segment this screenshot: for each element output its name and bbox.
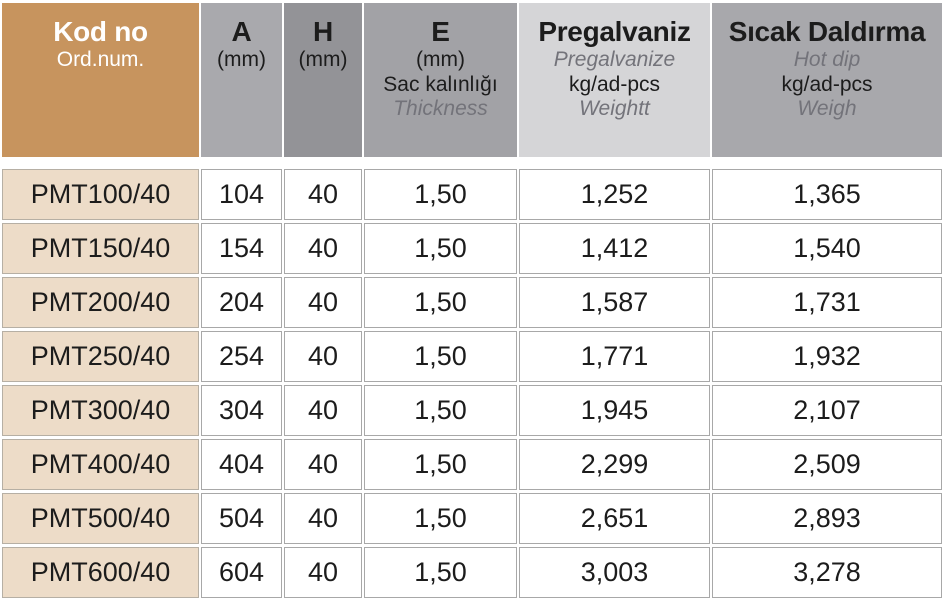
column-header-sicak-daldirma: Sıcak Daldırma Hot dip kg/ad-pcs Weigh xyxy=(712,3,942,157)
row-label: PMT150/40 xyxy=(2,223,199,274)
cell-h: 40 xyxy=(284,493,362,544)
row-label: PMT400/40 xyxy=(2,439,199,490)
column-title: Sıcak Daldırma xyxy=(728,16,926,47)
cell-a: 104 xyxy=(201,169,282,220)
cell-e: 1,50 xyxy=(364,331,517,382)
cell-h: 40 xyxy=(284,169,362,220)
column-title: Kod no xyxy=(53,16,148,47)
cell-e: 1,50 xyxy=(364,169,517,220)
column-subtitle: Hot dip xyxy=(793,48,861,72)
cell-pregalvaniz: 1,412 xyxy=(519,223,710,274)
column-header-h: H (mm) xyxy=(284,3,362,157)
cell-sicak-daldirma: 1,540 xyxy=(712,223,942,274)
cell-a: 504 xyxy=(201,493,282,544)
cell-a: 304 xyxy=(201,385,282,436)
column-subtitle: (mm) xyxy=(298,48,348,72)
row-label: PMT100/40 xyxy=(2,169,199,220)
row-label: PMT200/40 xyxy=(2,277,199,328)
cell-a: 404 xyxy=(201,439,282,490)
cell-e: 1,50 xyxy=(364,223,517,274)
cell-h: 40 xyxy=(284,331,362,382)
column-title: E xyxy=(431,16,450,47)
column-subtitle: Ord.num. xyxy=(56,48,145,72)
cell-e: 1,50 xyxy=(364,493,517,544)
cell-h: 40 xyxy=(284,223,362,274)
cell-h: 40 xyxy=(284,277,362,328)
column-title: Pregalvaniz xyxy=(538,16,691,47)
cell-sicak-daldirma: 1,932 xyxy=(712,331,942,382)
cell-e: 1,50 xyxy=(364,547,517,598)
cell-sicak-daldirma: 2,893 xyxy=(712,493,942,544)
row-label: PMT600/40 xyxy=(2,547,199,598)
column-header-a: A (mm) xyxy=(201,3,282,157)
column-subtitle: Sac kalınlığı xyxy=(383,72,498,96)
cell-a: 254 xyxy=(201,331,282,382)
cell-pregalvaniz: 2,651 xyxy=(519,493,710,544)
column-subtitle: Thickness xyxy=(393,97,488,121)
column-subtitle: (mm) xyxy=(416,48,465,72)
row-label: PMT500/40 xyxy=(2,493,199,544)
row-label: PMT250/40 xyxy=(2,331,199,382)
table-header: Kod no Ord.num. A (mm) H (mm) E (mm) Sac kalınlı… xyxy=(2,3,942,157)
cell-h: 40 xyxy=(284,439,362,490)
cell-h: 40 xyxy=(284,385,362,436)
cell-pregalvaniz: 1,587 xyxy=(519,277,710,328)
column-subtitle: Weightt xyxy=(579,97,650,121)
cell-h: 40 xyxy=(284,547,362,598)
row-label: PMT300/40 xyxy=(2,385,199,436)
cell-sicak-daldirma: 2,107 xyxy=(712,385,942,436)
column-title: H xyxy=(313,16,333,47)
column-subtitle: kg/ad-pcs xyxy=(568,72,661,96)
cell-a: 154 xyxy=(201,223,282,274)
column-subtitle: Pregalvanize xyxy=(553,48,676,72)
column-header-kod-no: Kod no Ord.num. xyxy=(2,3,199,157)
column-subtitle: kg/ad-pcs xyxy=(781,72,873,96)
column-header-pregalvaniz: Pregalvaniz Pregalvanize kg/ad-pcs Weightt xyxy=(519,3,710,157)
cell-sicak-daldirma: 2,509 xyxy=(712,439,942,490)
cell-sicak-daldirma: 1,731 xyxy=(712,277,942,328)
cell-pregalvaniz: 1,252 xyxy=(519,169,710,220)
column-header-e: E (mm) Sac kalınlığı Thickness xyxy=(364,3,517,157)
cell-e: 1,50 xyxy=(364,439,517,490)
column-subtitle: Weigh xyxy=(797,97,857,121)
cell-pregalvaniz: 3,003 xyxy=(519,547,710,598)
column-title: A xyxy=(231,16,252,47)
cell-e: 1,50 xyxy=(364,277,517,328)
cell-pregalvaniz: 2,299 xyxy=(519,439,710,490)
cell-e: 1,50 xyxy=(364,385,517,436)
cell-sicak-daldirma: 1,365 xyxy=(712,169,942,220)
cell-sicak-daldirma: 3,278 xyxy=(712,547,942,598)
cell-pregalvaniz: 1,945 xyxy=(519,385,710,436)
cell-a: 204 xyxy=(201,277,282,328)
table-body: PMT100/40 104 40 1,50 1,252 1,365 PMT150/40 154… xyxy=(2,169,942,598)
column-subtitle: (mm) xyxy=(217,48,266,72)
cell-a: 604 xyxy=(201,547,282,598)
cell-pregalvaniz: 1,771 xyxy=(519,331,710,382)
